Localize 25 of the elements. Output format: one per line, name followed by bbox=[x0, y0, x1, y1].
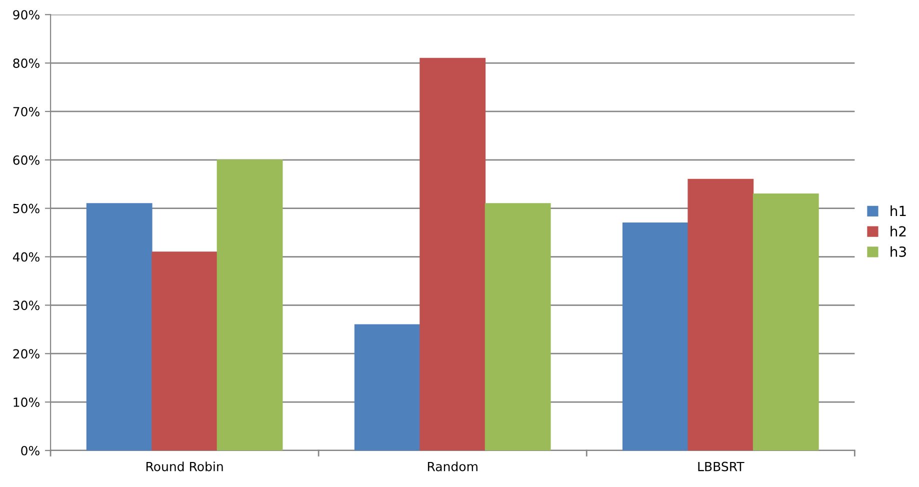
y-tick-label: 10% bbox=[14, 398, 40, 407]
bar bbox=[484, 203, 551, 450]
bar bbox=[622, 222, 688, 450]
y-tick-label: 50% bbox=[13, 204, 40, 214]
bar bbox=[420, 58, 486, 450]
legend-label: h2 bbox=[890, 226, 906, 236]
x-tick-label: Round Robin bbox=[146, 462, 223, 472]
y-tick-label: 40% bbox=[12, 252, 40, 262]
y-tick-label: 90% bbox=[13, 10, 40, 20]
legend-label: h1 bbox=[890, 205, 906, 216]
y-tick-label: 20% bbox=[13, 349, 40, 359]
x-tick-label: Random bbox=[428, 462, 478, 472]
bar bbox=[152, 252, 218, 450]
legend-label: h3 bbox=[890, 246, 906, 257]
y-tick-label: 60% bbox=[13, 155, 40, 165]
y-tick-label: 70% bbox=[13, 106, 40, 116]
bar bbox=[86, 203, 152, 450]
bar bbox=[216, 160, 283, 450]
bar bbox=[688, 178, 754, 450]
x-tick-label: LBBSRT bbox=[698, 462, 744, 472]
bar bbox=[354, 324, 420, 450]
y-tick-label: 30% bbox=[13, 300, 40, 310]
bar bbox=[752, 193, 819, 450]
y-tick-label: 80% bbox=[13, 58, 40, 68]
y-tick-label: 0% bbox=[21, 446, 40, 456]
